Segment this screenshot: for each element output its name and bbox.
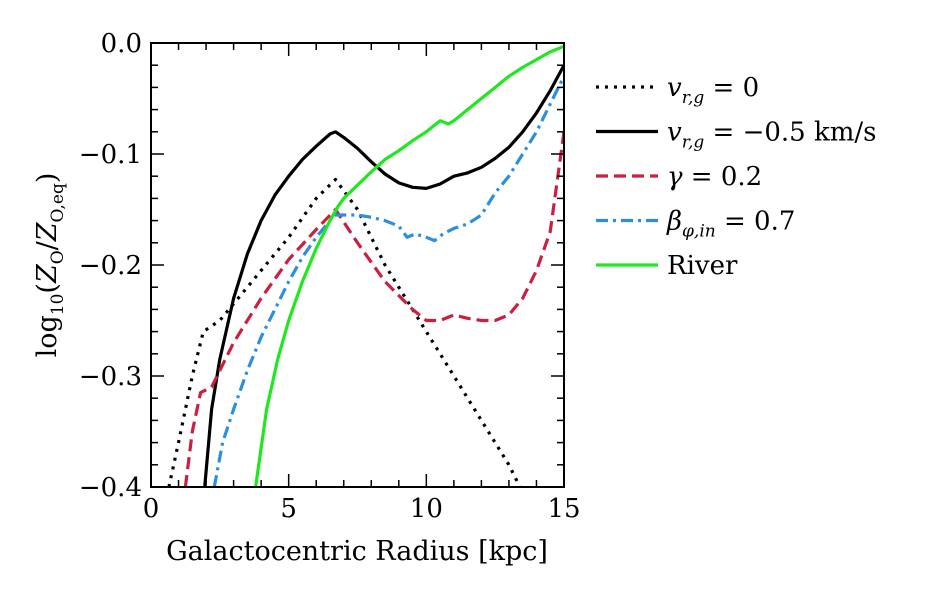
legend-label-4: βφ,in = 0.7	[666, 207, 795, 242]
x-tick-label: 5	[280, 494, 297, 524]
series-line-5	[254, 44, 564, 487]
legend: vr,g = 0 vr,g = −0.5 km/s γ = 0.2 βφ,in = 0…	[596, 73, 876, 281]
x-tick-label: 10	[410, 494, 443, 524]
x-axis-title: Galactocentric Radius [kpc]	[166, 536, 548, 567]
y-tick-label: −0.1	[79, 140, 142, 170]
y-tick-label: −0.4	[79, 473, 142, 503]
y-tick-label: −0.2	[79, 251, 142, 281]
y-tick-label: −0.3	[79, 362, 142, 392]
plot-frame	[150, 42, 565, 488]
series-layer	[167, 44, 564, 487]
legend-label-5: River	[667, 251, 738, 281]
series-line-4	[212, 75, 564, 487]
y-axis-title: log10(ZO/ZO,eq)	[32, 173, 68, 358]
tick-layer	[150, 42, 565, 488]
series-line-2	[203, 64, 564, 487]
legend-label-1: vr,g = 0	[667, 73, 759, 108]
y-tick-label: 0.0	[101, 29, 142, 59]
tick-labels: 0 5 10 15 0.0 −0.1 −0.2 −0.3 −0.4	[79, 29, 581, 524]
series-line-3	[183, 131, 564, 487]
legend-label-2: vr,g = −0.5 km/s	[667, 118, 876, 153]
x-tick-label: 0	[143, 494, 160, 524]
legend-label-3: γ = 0.2	[667, 162, 762, 192]
x-tick-label: 15	[547, 494, 580, 524]
